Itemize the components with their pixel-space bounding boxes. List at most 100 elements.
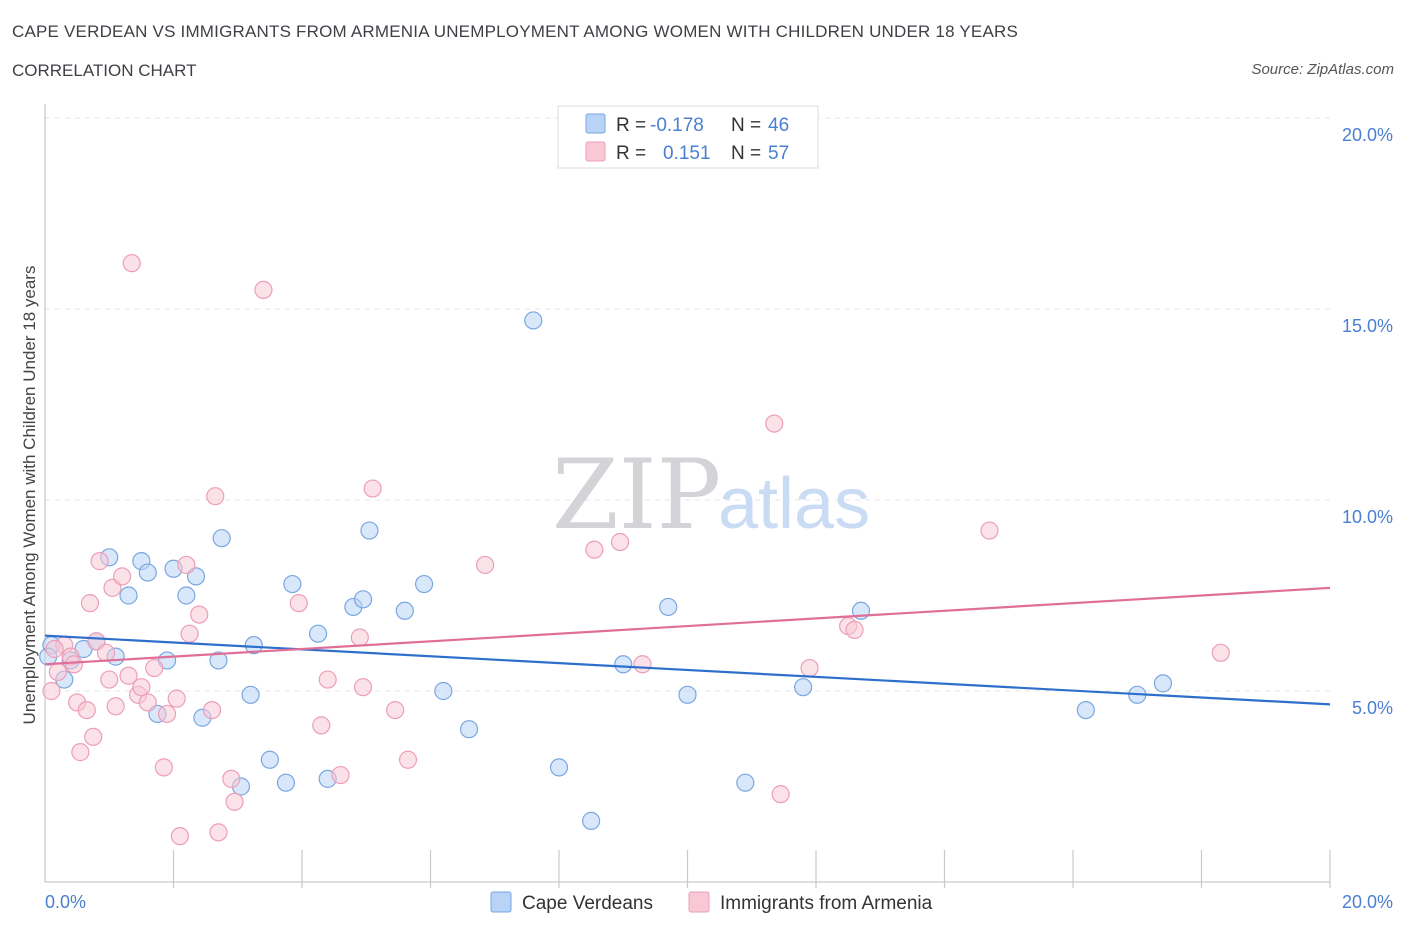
legend-swatch-pink [585,141,606,162]
y-tick-label: 15.0% [1342,316,1393,336]
data-point-cape-verdeans [360,521,379,540]
data-point-cape-verdeans [794,678,813,697]
data-point-immigrants-from-armenia [106,697,125,716]
legend-n-value-pink: 57 [768,143,789,164]
data-point-cape-verdeans [241,685,260,704]
data-point-immigrants-from-armenia [980,521,999,540]
data-point-immigrants-from-armenia [100,670,119,689]
data-point-cape-verdeans [260,750,279,769]
data-point-immigrants-from-armenia [222,769,241,788]
legend-bottom: Cape Verdeans Immigrants from Armenia [490,891,933,914]
y-tick-label: 10.0% [1342,507,1393,527]
data-point-immigrants-from-armenia [71,743,90,762]
legend-n-value-blue: 46 [768,115,789,136]
data-point-cape-verdeans [614,655,633,674]
data-point-cape-verdeans [736,773,755,792]
watermark-atlas: atlas [718,464,870,544]
data-point-immigrants-from-armenia [289,594,308,613]
legend-bottom-label-pink: Immigrants from Armenia [720,893,933,914]
legend-n-label-blue: N = [731,115,761,136]
data-point-cape-verdeans [459,720,479,739]
data-point-immigrants-from-armenia [206,487,225,506]
series-cape-verdeans [39,311,1173,830]
watermark: ZIP atlas [552,439,870,551]
data-point-immigrants-from-armenia [1211,643,1230,662]
data-point-immigrants-from-armenia [180,624,199,643]
data-point-cape-verdeans [1076,700,1095,720]
data-point-cape-verdeans [678,685,697,704]
data-point-immigrants-from-armenia [138,693,157,712]
data-point-immigrants-from-armenia [48,662,67,682]
data-point-cape-verdeans [1153,674,1173,693]
data-point-immigrants-from-armenia [177,555,196,575]
data-point-immigrants-from-armenia [154,758,173,777]
data-point-cape-verdeans [659,597,678,617]
series-immigrants-from-armenia [42,254,1230,846]
data-point-immigrants-from-armenia [585,540,604,559]
data-point-immigrants-from-armenia [363,479,382,498]
data-point-cape-verdeans [308,624,328,643]
data-point-immigrants-from-armenia [765,414,784,433]
y-axis-label: Unemployment Among Women with Children U… [20,266,39,725]
data-point-immigrants-from-armenia [771,785,790,804]
chart-title: CAPE VERDEAN VS IMMIGRANTS FROM ARMENIA … [12,22,1018,41]
axes [44,104,1331,888]
data-point-immigrants-from-armenia [800,658,819,678]
data-point-immigrants-from-armenia [318,670,337,689]
data-point-immigrants-from-armenia [80,594,100,613]
data-point-immigrants-from-armenia [254,280,273,299]
legend-r-value-blue: -0.178 [650,115,704,136]
y-tick-labels: 5.0% 10.0% 15.0% 20.0% [1342,125,1393,718]
data-point-immigrants-from-armenia [42,681,61,701]
trend-line-cape-verdeans [44,634,1331,706]
data-point-immigrants-from-armenia [45,639,64,659]
legend-bottom-swatch-pink [688,891,710,913]
data-point-immigrants-from-armenia [84,727,103,746]
data-point-immigrants-from-armenia [350,628,369,647]
data-point-cape-verdeans [119,586,138,605]
legend-r-value-pink: 0.151 [663,143,711,164]
data-point-immigrants-from-armenia [202,700,222,720]
data-point-cape-verdeans [283,574,302,594]
data-point-immigrants-from-armenia [633,655,652,674]
data-point-immigrants-from-armenia [145,658,164,678]
data-point-cape-verdeans [138,563,157,582]
data-point-immigrants-from-armenia [353,678,373,697]
data-point-immigrants-from-armenia [386,700,405,720]
data-point-immigrants-from-armenia [610,532,630,552]
data-point-immigrants-from-armenia [157,704,177,724]
data-point-immigrants-from-armenia [170,827,190,846]
source-label: Source: ZipAtlas.com [1251,61,1394,78]
x-tick-label-max: 20.0% [1342,892,1393,912]
data-point-immigrants-from-armenia [209,823,228,842]
data-point-immigrants-from-armenia [132,678,151,697]
data-point-cape-verdeans [524,311,543,330]
y-tick-label: 20.0% [1342,125,1393,145]
grid-lines [45,117,1330,692]
data-point-cape-verdeans [582,811,601,830]
data-point-cape-verdeans [549,758,569,777]
data-point-immigrants-from-armenia [845,620,864,639]
data-point-cape-verdeans [395,601,414,620]
data-point-immigrants-from-armenia [476,555,495,575]
x-tick-labels: 0.0% 20.0% [45,892,1393,912]
data-point-cape-verdeans [209,651,228,670]
data-point-immigrants-from-armenia [225,792,244,811]
legend-bottom-label-blue: Cape Verdeans [522,893,653,914]
data-point-immigrants-from-armenia [64,655,84,674]
legend-r-label-pink: R = [616,143,646,164]
legend-top: R = -0.178 N = 46 R = 0.151 N = 57 [557,105,819,169]
trend-lines [44,586,1331,706]
data-point-cape-verdeans [434,681,453,701]
chart-subtitle: CORRELATION CHART [12,61,197,80]
data-point-immigrants-from-armenia [190,605,209,624]
data-point-immigrants-from-armenia [312,716,331,735]
data-point-immigrants-from-armenia [119,666,138,685]
legend-bottom-swatch-blue [490,891,512,913]
data-point-immigrants-from-armenia [90,552,109,571]
data-point-immigrants-from-armenia [167,689,186,708]
data-point-immigrants-from-armenia [122,254,141,273]
watermark-zip: ZIP [552,439,721,551]
legend-n-label-pink: N = [731,143,761,164]
